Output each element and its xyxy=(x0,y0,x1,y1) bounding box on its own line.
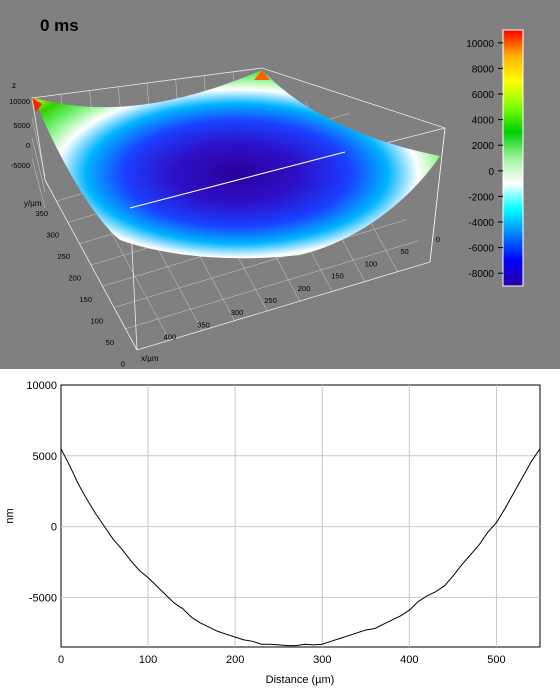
z-axis-ticks: 10000 5000 0 -5000 xyxy=(9,97,30,170)
box-gridline xyxy=(429,127,446,263)
colorbar-tick-label: -8000 xyxy=(468,269,494,280)
time-label: 0 ms xyxy=(40,16,79,35)
grid xyxy=(61,385,540,647)
z-tick-label: 10000 xyxy=(9,97,30,106)
x-tick-label: 100 xyxy=(365,259,378,268)
y-tick-label: 0 xyxy=(121,360,125,369)
colorbar-tick-label: 4000 xyxy=(472,116,495,127)
box-gridline xyxy=(31,117,46,177)
colorbar-tick-label: -4000 xyxy=(468,218,494,229)
y-tick-label: 300 xyxy=(46,231,59,240)
colorbar-tick-label: -2000 xyxy=(468,192,494,203)
box-gridline xyxy=(31,157,46,209)
colorbar-tick-label: 10000 xyxy=(466,39,494,50)
x-tick-label: 400 xyxy=(400,654,418,666)
x-tick-label: 0 xyxy=(58,654,64,666)
profile-cut-line xyxy=(129,151,346,209)
colorbar-tick-label: 0 xyxy=(488,167,494,178)
x-tick-label: 200 xyxy=(298,284,311,293)
y-tick-label: 250 xyxy=(57,252,70,261)
plot-area xyxy=(60,384,541,648)
y-tick-label: 0 xyxy=(51,522,57,534)
surface-plot-panel: 0 ms z 10000 5000 0 -5000 y/µm 350 300 250 200… xyxy=(0,0,560,369)
y-axis-ticks: 350 300 250 200 150 100 50 0 xyxy=(35,209,125,369)
colorbar-tick-label: 8000 xyxy=(472,64,495,75)
x-tick-label: 100 xyxy=(139,654,157,666)
x-tick-label: 300 xyxy=(231,308,244,317)
z-tick-label: -5000 xyxy=(11,161,30,170)
y-tick-label: 200 xyxy=(68,274,81,283)
profile-chart-panel: 0 100 200 300 400 500 10000 5000 0 -5000 Distanc… xyxy=(0,369,560,691)
x-tick-labels: 0 100 200 300 400 500 xyxy=(58,654,506,666)
y-tick-label: 100 xyxy=(90,317,103,326)
x-axis-label: x/µm xyxy=(141,354,159,363)
y-tick-label: -5000 xyxy=(29,592,57,604)
colorbar-tick-label: 2000 xyxy=(472,141,495,152)
z-tick-label: 0 xyxy=(26,141,30,150)
x-tick-label: 500 xyxy=(487,654,505,666)
box-gridline xyxy=(31,137,46,193)
x-tick-label: 200 xyxy=(226,654,244,666)
box-gridline xyxy=(113,219,408,308)
colorbar xyxy=(502,29,524,287)
y-tick-label: 150 xyxy=(79,295,92,304)
x-tick-label: 350 xyxy=(197,320,210,329)
y-axis-label: nm xyxy=(4,508,16,523)
z-axis-label: z xyxy=(12,81,16,90)
box-gridline xyxy=(125,240,419,329)
y-tick-label: 350 xyxy=(35,209,48,218)
x-tick-label: 150 xyxy=(331,272,344,281)
x-tick-label: 300 xyxy=(313,654,331,666)
y-tick-label: 5000 xyxy=(33,451,57,463)
x-axis-label: Distance (µm) xyxy=(266,674,335,686)
colorbar-tick-label: -6000 xyxy=(468,244,494,255)
x-tick-label: 50 xyxy=(400,247,408,256)
x-tick-label: 0 xyxy=(436,235,440,244)
profile-chart: 0 100 200 300 400 500 10000 5000 0 -5000 Distanc… xyxy=(4,380,541,686)
y-tick-label: 10000 xyxy=(26,380,57,392)
colorbar-ticks: 10000 8000 6000 4000 2000 0 -2000 -4000 -6000 -80… xyxy=(466,39,503,280)
z-tick-label: 5000 xyxy=(13,121,30,130)
profile-line xyxy=(60,448,541,647)
surface-corner-left xyxy=(32,98,42,112)
colorbar-tick-label: 6000 xyxy=(472,90,495,101)
x-axis-ticks: 0 50 100 150 200 250 300 350 400 xyxy=(164,235,440,342)
surface-shape xyxy=(34,70,440,259)
surface-corner-top xyxy=(254,70,270,80)
y-axis-label: y/µm xyxy=(24,199,42,208)
x-tick-label: 250 xyxy=(264,296,277,305)
y-tick-label: 50 xyxy=(106,338,114,347)
x-tick-label: 400 xyxy=(164,333,177,342)
y-tick-labels: 10000 5000 0 -5000 xyxy=(26,380,57,604)
